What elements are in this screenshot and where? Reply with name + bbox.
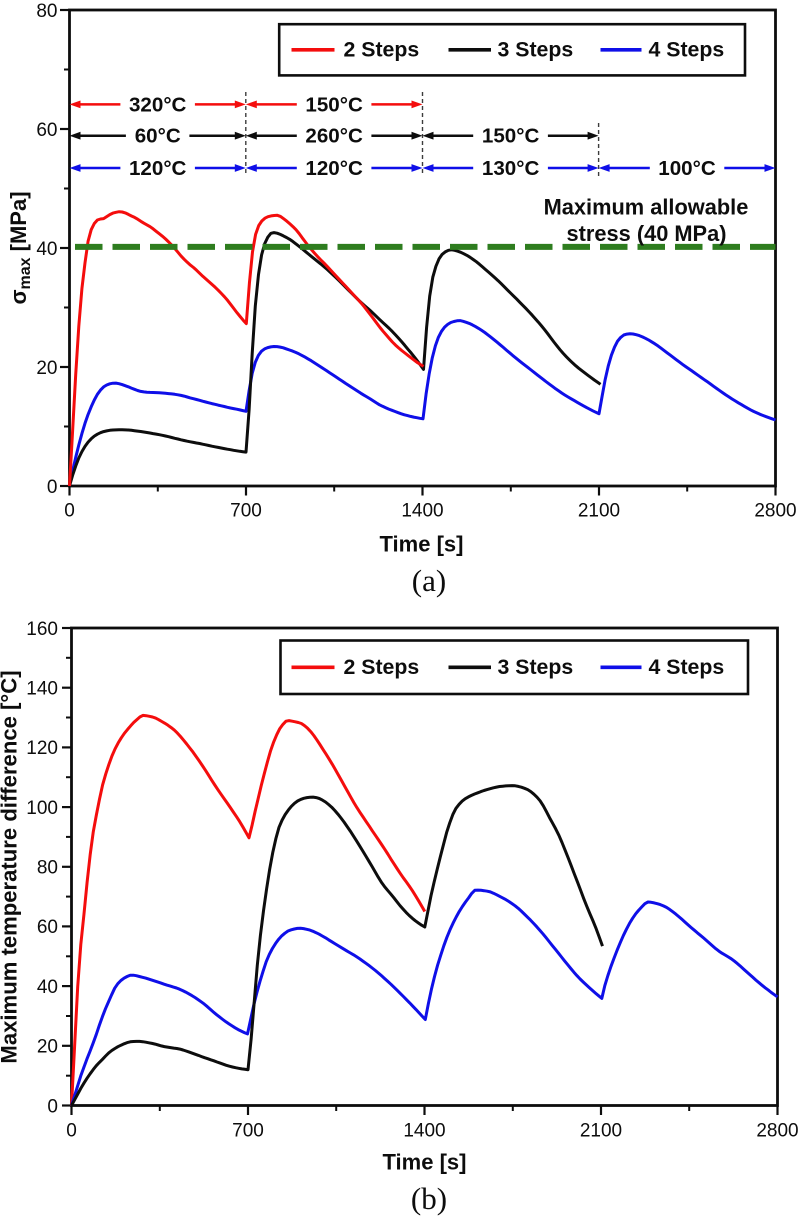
- svg-text:1400: 1400: [403, 1121, 445, 1142]
- svg-text:0: 0: [47, 477, 58, 498]
- svg-text:2 Steps: 2 Steps: [344, 655, 420, 679]
- svg-text:260°C: 260°C: [305, 125, 363, 148]
- svg-text:3 Steps: 3 Steps: [498, 655, 574, 679]
- svg-text:120°C: 120°C: [129, 157, 187, 180]
- svg-text:Maximum temperature difference: Maximum temperature difference [°C]: [0, 670, 22, 1063]
- svg-text:100°C: 100°C: [658, 157, 716, 180]
- svg-text:Time [s]: Time [s]: [380, 532, 464, 557]
- svg-text:320°C: 320°C: [129, 93, 187, 116]
- svg-text:140: 140: [26, 679, 58, 700]
- svg-text:130°C: 130°C: [482, 157, 540, 180]
- svg-text:0: 0: [66, 1121, 77, 1142]
- svg-text:20: 20: [36, 358, 57, 379]
- svg-text:2800: 2800: [756, 1121, 798, 1142]
- svg-text:700: 700: [230, 501, 262, 522]
- svg-text:(a): (a): [412, 563, 446, 598]
- svg-text:0: 0: [47, 1096, 58, 1117]
- svg-text:4 Steps: 4 Steps: [649, 655, 725, 679]
- svg-text:160: 160: [26, 619, 58, 640]
- svg-text:150°C: 150°C: [482, 125, 540, 148]
- svg-text:4 Steps: 4 Steps: [649, 38, 725, 62]
- svg-text:60: 60: [36, 120, 57, 141]
- svg-text:150°C: 150°C: [305, 93, 363, 116]
- svg-text:40: 40: [37, 977, 58, 998]
- svg-text:120°C: 120°C: [305, 157, 363, 180]
- svg-text:20: 20: [37, 1037, 58, 1058]
- svg-text:stress (40 MPa): stress (40 MPa): [567, 221, 727, 246]
- svg-text:80: 80: [37, 858, 58, 879]
- svg-text:2100: 2100: [580, 1121, 622, 1142]
- svg-text:0: 0: [64, 501, 75, 522]
- svg-text:60: 60: [37, 917, 58, 938]
- svg-text:2100: 2100: [578, 501, 620, 522]
- svg-text:100: 100: [26, 798, 58, 819]
- svg-text:700: 700: [232, 1121, 264, 1142]
- svg-text:3 Steps: 3 Steps: [498, 38, 574, 62]
- svg-text:Time [s]: Time [s]: [383, 1150, 467, 1175]
- svg-text:(b): (b): [411, 1181, 447, 1216]
- svg-text:40: 40: [36, 239, 57, 260]
- svg-text:Maximum allowable: Maximum allowable: [544, 195, 749, 220]
- svg-text:60°C: 60°C: [135, 125, 181, 148]
- svg-text:2 Steps: 2 Steps: [344, 38, 420, 62]
- svg-text:1400: 1400: [401, 501, 443, 522]
- svg-text:2800: 2800: [754, 501, 796, 522]
- svg-text:80: 80: [36, 1, 57, 22]
- svg-text:120: 120: [26, 738, 58, 759]
